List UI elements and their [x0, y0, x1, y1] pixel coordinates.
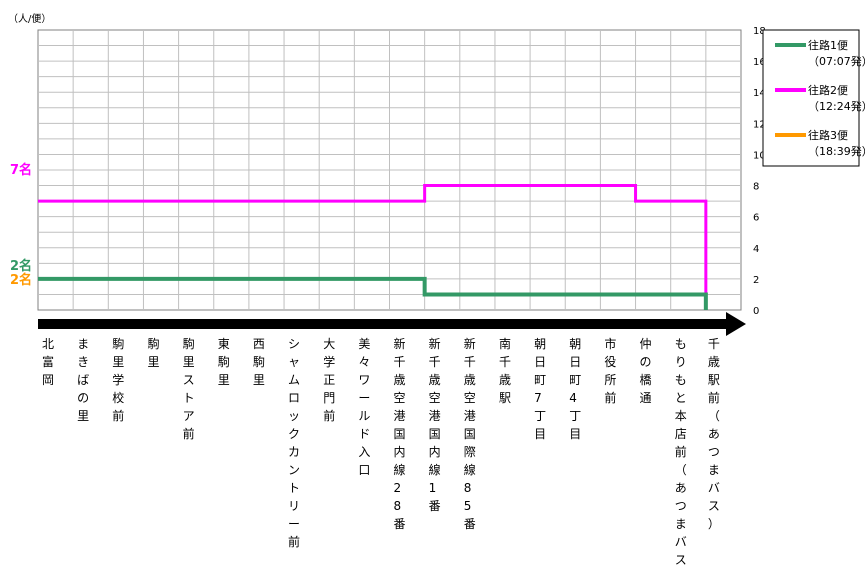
stop-label: 新千歳空港国際線 8 5 番 [464, 336, 476, 531]
stop-label: 朝日町 7 丁目 [534, 337, 546, 441]
stop-label: 北富岡 [42, 337, 54, 387]
legend: 往路1便 （07:07発） 往路2便 （12:24発） 往路3便 （18:39発） [762, 29, 865, 167]
stop-label: 東駒里 [218, 337, 230, 387]
annotation-label: 2名 [10, 272, 32, 288]
series-line-2 [38, 184, 708, 310]
y-tick-label: 8 [753, 182, 759, 193]
grid [38, 30, 741, 310]
stop-label: 千歳駅前（あつまバス） [708, 337, 720, 531]
y-tick-label: 0 [753, 306, 759, 317]
legend-series-time: （07:07発） [808, 54, 865, 68]
y-tick-label: 4 [753, 244, 759, 255]
stop-label: まきばの里 [77, 337, 89, 423]
legend-series-time: （18:39発） [808, 144, 865, 158]
legend-series-name: 往路3便 [808, 128, 848, 142]
y-tick-label: 16 [753, 57, 766, 68]
stop-label: 美々ワールド入口 [358, 337, 370, 477]
stop-label: 新千歳空港国内線 1 番 [429, 336, 441, 513]
series-lines [38, 184, 708, 310]
stop-label: 新千歳空港国内線 2 8 番 [394, 336, 406, 531]
stop-label: 駒里 [147, 337, 159, 369]
stop-label: 仲の橋通 [640, 337, 652, 405]
y-tick-label: 14 [753, 88, 766, 99]
stop-label: 市役所前 [604, 336, 616, 405]
y-tick-label: 10 [753, 150, 766, 161]
y-axis-ticks: 0 2 4 6 8 10 12 14 16 18 [753, 26, 766, 317]
y-tick-label: 12 [753, 119, 766, 130]
legend-series-name: 往路2便 [808, 83, 848, 97]
legend-series-time: （12:24発） [808, 99, 865, 113]
stop-labels: 北富岡 まきばの里 駒里学校前 駒里 駒里ストア前 東駒里 西駒里 シャムロックカントリー前 大… [42, 336, 720, 567]
y-tick-label: 6 [753, 213, 759, 224]
series-line-1 [38, 276, 708, 310]
legend-box [762, 29, 860, 167]
annotation-label: 7名 [10, 162, 32, 178]
direction-arrow [38, 312, 746, 336]
stop-label: 西駒里 [253, 337, 265, 387]
stop-label: 駒里ストア前 [183, 337, 195, 441]
y-tick-label: 18 [753, 26, 766, 37]
stop-label: もりもと本店前（あつまバス [675, 337, 687, 567]
stop-label: シャムロックカントリー前 [288, 337, 300, 549]
stop-label: 朝日町 4 丁目 [569, 337, 581, 441]
stop-label: 駒里学校前 [112, 337, 124, 423]
legend-series-name: 往路1便 [808, 38, 848, 52]
stop-label: 南千歳駅 [499, 336, 511, 405]
y-axis-unit-label: （人/便） [8, 12, 51, 25]
y-tick-label: 2 [753, 275, 759, 286]
annotation-label: 2名 [10, 258, 32, 274]
stop-label: 大学正門前 [323, 337, 335, 423]
